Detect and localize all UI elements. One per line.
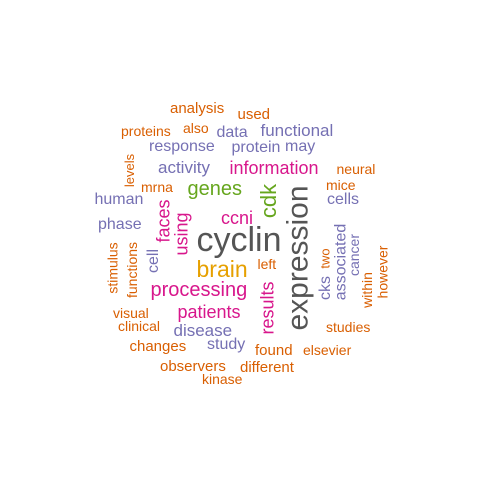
word-brain: brain [196,255,248,282]
word-cells: cells [327,191,360,208]
word-kinase: kinase [202,371,243,387]
word-functional: functional [260,120,334,140]
word-functions: functions [124,241,141,299]
word-study: study [207,336,246,353]
word-human: human [94,191,144,208]
word-studies: studies [326,319,371,335]
word-protein: protein [231,139,281,156]
word-left: left [257,256,277,272]
word-stimulus: stimulus [104,242,121,294]
word-response: response [149,138,215,155]
word-expression: expression [281,185,315,331]
word-found: found [255,341,293,359]
word-mice: mice [326,177,356,193]
word-mrna: mrna [141,179,173,195]
word-results: results [257,281,278,335]
word-cell: cell [145,248,163,274]
word-analysis: analysis [170,99,225,117]
word-data: data [216,124,248,141]
word-different: different [240,358,294,376]
word-levels: levels [121,153,137,187]
word-elsevier: elsevier [303,342,352,358]
word-neural: neural [336,161,376,177]
word-processing: processing [150,279,248,301]
word-faces: faces [153,199,174,243]
word-cdk: cdk [256,183,282,219]
word-ccni: ccni [221,208,254,228]
word-also: also [183,120,209,136]
word-genes: genes [187,178,243,200]
word-proteins: proteins [121,123,171,139]
word-disease: disease [173,320,233,340]
word-however: however [373,245,390,299]
word-used: used [237,105,271,123]
word-patients: patients [177,302,241,322]
word-two: two [317,247,333,269]
word-cks: cks [317,276,334,300]
word-activity: activity [158,157,210,177]
word-cyclin: cyclin [196,221,282,259]
word-phase: phase [98,216,142,233]
word-using: using [171,212,192,256]
word-information: information [229,158,319,178]
word-changes: changes [129,337,187,355]
word-clinical: clinical [118,318,161,334]
word-visual: visual [113,305,149,321]
word-observers: observers [160,357,226,375]
word-within: within [358,272,375,308]
word-may: may [285,138,316,155]
word-cancer: cancer [346,233,363,277]
